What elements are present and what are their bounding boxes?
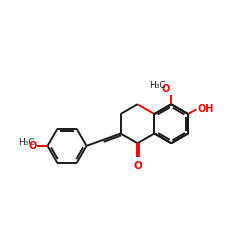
Text: H₃C: H₃C (149, 81, 166, 90)
Text: O: O (28, 141, 37, 151)
Text: OH: OH (197, 104, 214, 114)
Text: H₃C: H₃C (18, 138, 35, 147)
Text: O: O (133, 161, 142, 171)
Text: O: O (162, 84, 170, 94)
